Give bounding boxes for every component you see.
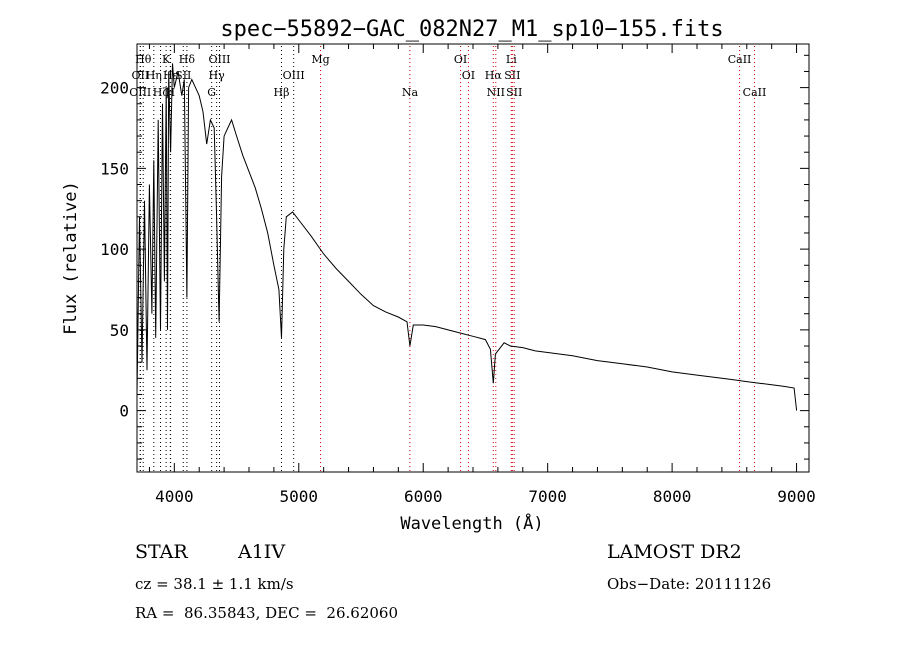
spectral-line-label: CaII	[743, 86, 767, 99]
x-tick-label: 4000	[155, 487, 194, 506]
x-tick-label: 5000	[280, 487, 319, 506]
y-axis-label: Flux (relative)	[61, 181, 81, 335]
y-tick-label: 100	[100, 240, 129, 259]
spectral-line-label: Hδ	[179, 53, 196, 66]
spectral-line-label: Hα	[485, 69, 503, 82]
spectral-line-label: OII	[132, 69, 150, 82]
x-axis-label: Wavelength (Å)	[400, 512, 543, 534]
spectral-line-label: Hβ	[274, 86, 290, 99]
spectral-line-label: Hη	[146, 69, 162, 82]
y-tick-label: 150	[100, 159, 129, 178]
spectral-line-label: Hζ	[153, 86, 169, 99]
spectral-line-label: OIII	[283, 69, 305, 82]
spectral-line-label: Hγ	[209, 69, 226, 82]
y-tick-label: 200	[100, 79, 129, 98]
obs-date: Obs−Date: 20111126	[607, 575, 772, 593]
spectral-line-label: K	[162, 53, 171, 66]
spectrum-line	[136, 63, 798, 411]
spectral-line-label: OI	[454, 53, 467, 66]
spectral-line-label: G	[207, 86, 216, 99]
spectral-line-label: OIII	[129, 86, 151, 99]
spectral-line-label: SII	[504, 69, 520, 82]
redshift-cz: cz = 38.1 ± 1.1 km/s	[135, 575, 294, 593]
spectral-line-label: Hε	[163, 69, 179, 82]
spectral-line-label: OI	[462, 69, 475, 82]
spectral-line-label: CaII	[728, 53, 752, 66]
spectral-line-label: SII	[506, 86, 522, 99]
spectral-line-label: NII	[487, 86, 505, 99]
spectral-line-label: Hθ	[135, 53, 152, 66]
survey-name: LAMOST DR2	[607, 541, 742, 563]
spectral-line-label: OIII	[208, 53, 230, 66]
x-tick-label: 9000	[777, 487, 816, 506]
x-tick-label: 7000	[528, 487, 567, 506]
spectral-line-label: Li	[506, 53, 517, 66]
y-tick-label: 0	[119, 402, 129, 421]
plot-frame	[136, 43, 810, 473]
coordinates: RA = 86.35843, DEC = 26.62060	[135, 604, 399, 622]
spectral-line-label: Na	[402, 86, 419, 99]
object-type: STAR	[135, 541, 188, 563]
x-tick-label: 8000	[653, 487, 692, 506]
chart-title: spec−55892−GAC_082N27_M1_sp10−155.fits	[220, 17, 723, 42]
spectral-class: A1IV	[238, 541, 286, 563]
spectral-line-label: Mg	[311, 53, 329, 66]
x-tick-label: 6000	[404, 487, 443, 506]
spectral-line-label: H	[166, 86, 176, 99]
y-tick-label: 50	[110, 321, 129, 340]
axis-ticks: 4000 5000 6000 7000 8000 9000 0 50 100 150 200	[100, 44, 816, 506]
